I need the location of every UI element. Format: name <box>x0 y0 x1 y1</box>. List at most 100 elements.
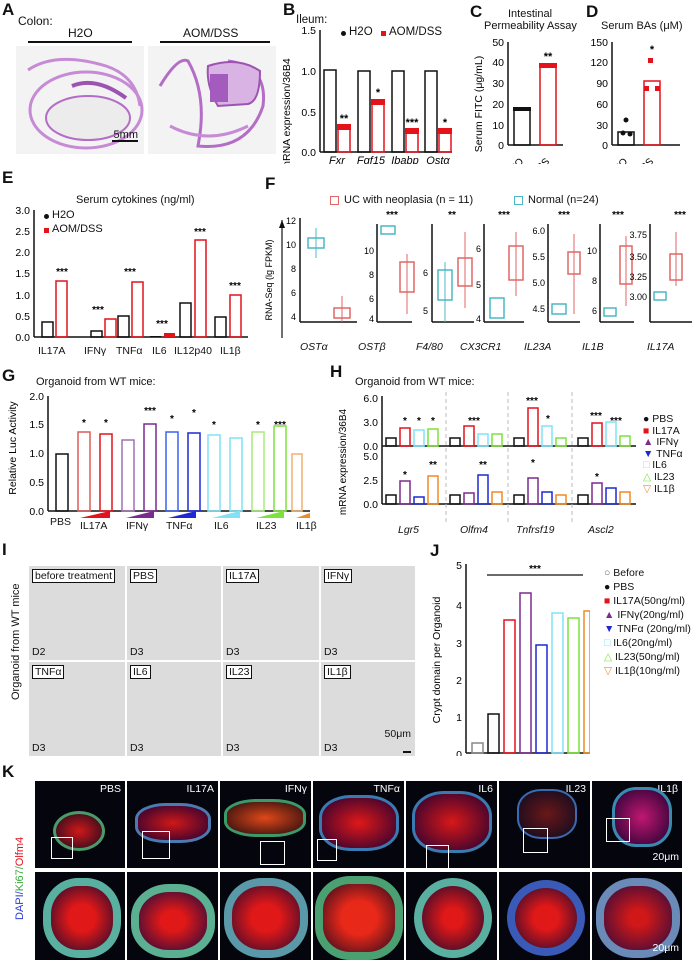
svg-text:Ostα: Ostα <box>426 155 450 164</box>
panel-d-title: Serum BAs (μM) <box>601 20 683 32</box>
fluorescence-top-il6: IL6 <box>405 780 498 869</box>
svg-text:***: *** <box>526 396 538 407</box>
svg-text:8: 8 <box>592 276 597 286</box>
legend-item-ifng: ▲ IFNγ <box>643 436 679 449</box>
x-label: IFNγ <box>126 520 149 532</box>
panel-h-legend: ● PBS ■ IL17A ▲ IFNγ ▼ TNFα □ IL6 △ IL23… <box>643 413 683 495</box>
svg-text:2.0: 2.0 <box>29 391 44 403</box>
svg-text:4: 4 <box>476 314 481 324</box>
svg-text:150: 150 <box>590 37 608 49</box>
x-label: IL17A <box>80 520 108 532</box>
chart-e-serum-cytokines: 3.0 2.5 2.0 1.5 1.0 0.5 0.0 *** *** *** *** *** *** <box>15 205 248 344</box>
svg-text:5.0: 5.0 <box>532 278 545 288</box>
legend-item-il23: △ IL23 <box>643 470 675 483</box>
svg-text:0.0: 0.0 <box>301 147 316 159</box>
legend-marker-h2o <box>341 31 346 36</box>
panel-j-legend: ○ Before ● PBS ■ IL17A(50ng/ml) ▲ IFNγ(2… <box>604 566 691 678</box>
x-label: IL17A <box>38 345 66 357</box>
fluorescence-bottom-il1b: 20μm <box>591 871 683 961</box>
legend-item-il17a: ■ IL17A <box>643 424 680 437</box>
svg-text:**: ** <box>448 210 456 221</box>
svg-text:***: *** <box>144 406 156 417</box>
svg-text:*: * <box>104 418 108 429</box>
svg-text:10: 10 <box>286 240 296 250</box>
svg-text:*: * <box>192 408 196 419</box>
fluorescence-bottom-ifng <box>219 871 312 961</box>
svg-text:RNA-Seq (lg FPKM): RNA-Seq (lg FPKM) <box>264 239 274 320</box>
svg-text:*: * <box>212 420 216 431</box>
svg-text:***: *** <box>124 267 136 278</box>
svg-text:6.0: 6.0 <box>532 226 545 236</box>
panel-a-title: Colon: <box>18 14 53 28</box>
svg-text:***: *** <box>590 411 602 422</box>
panel-label-h: H <box>330 362 343 381</box>
panel-f-legend-normal: Normal (n=24) <box>528 194 599 206</box>
svg-text:5: 5 <box>456 560 462 572</box>
svg-text:***: *** <box>274 420 286 431</box>
svg-text:*: * <box>170 414 174 425</box>
zoom-box <box>51 837 73 859</box>
svg-text:6: 6 <box>291 288 296 298</box>
fluorescence-top-il23: IL23 <box>498 780 591 869</box>
legend-item-pbs: ● PBS <box>643 413 674 425</box>
svg-text:3.0: 3.0 <box>363 417 378 429</box>
fluorescence-bottom-tnfa <box>312 871 405 961</box>
svg-text:***: *** <box>194 227 206 238</box>
scale-bar-label: 5mm <box>113 129 138 141</box>
fluorescence-top-il1b: IL1β 20μm <box>591 780 683 869</box>
svg-text:40: 40 <box>492 57 504 69</box>
svg-text:***: *** <box>529 564 541 575</box>
scale-bar-label-bottom: 20μm <box>652 942 679 954</box>
svg-text:***: *** <box>468 416 480 427</box>
svg-text:6: 6 <box>423 268 428 278</box>
svg-text:***: *** <box>498 210 510 221</box>
svg-text:10: 10 <box>364 246 374 256</box>
panel-i-ylabel: Organoid from WT mice <box>10 583 22 700</box>
svg-text:Relative Luc Activity: Relative Luc Activity <box>7 401 19 495</box>
svg-text:*: * <box>376 87 381 99</box>
svg-text:*: * <box>546 414 550 425</box>
svg-text:6.0: 6.0 <box>363 393 378 405</box>
svg-text:0.5: 0.5 <box>15 311 30 323</box>
svg-text:***: *** <box>386 210 398 221</box>
panel-label-k: K <box>2 762 15 781</box>
legend-item-tnfa: ▼ TNFα <box>643 447 683 460</box>
legend-item-pbs: ● PBS <box>604 581 635 593</box>
panel-k-ylabel: DAPI/Ki67/Olfm4 <box>14 836 26 920</box>
panel-h-title: Organoid from WT mice: <box>355 376 475 388</box>
svg-text:***: *** <box>92 305 104 316</box>
svg-text:mRNA expression/36B4: mRNA expression/36B4 <box>338 408 349 515</box>
svg-text:0.0: 0.0 <box>363 499 378 511</box>
svg-text:0: 0 <box>602 140 608 152</box>
x-label: CX3CR1 <box>460 341 502 353</box>
fluorescence-bottom-il6 <box>405 871 498 961</box>
legend-item-ifng: ▲ IFNγ(20ng/ml) <box>604 609 684 621</box>
micrograph-before-treatment: before treatment D2 <box>28 565 126 661</box>
svg-text:**: ** <box>479 460 487 471</box>
svg-text:3.0: 3.0 <box>15 205 30 217</box>
fluorescence-bottom-pbs <box>34 871 126 961</box>
svg-text:0.0: 0.0 <box>29 506 44 518</box>
panel-c-title-2: Permeability Assay <box>484 20 577 32</box>
chart-j-crypt-domains: Crypt domain per Organoid 5 4 3 2 1 0 *** <box>431 560 590 756</box>
legend-item-il6: □ IL6(20ng/ml) <box>604 637 673 649</box>
svg-text:1: 1 <box>456 712 462 724</box>
x-label: TNFα <box>116 345 143 357</box>
zoom-box <box>606 818 630 842</box>
fluorescence-bottom-il17a <box>126 871 219 961</box>
svg-text:10: 10 <box>587 246 597 256</box>
legend-item-il23: △ IL23(50ng/ml) <box>604 651 680 663</box>
x-label: Lgr5 <box>398 524 420 536</box>
zoom-box <box>523 828 548 853</box>
svg-text:0: 0 <box>498 140 504 152</box>
svg-text:2.5: 2.5 <box>363 475 378 487</box>
x-label: IL6 <box>214 520 229 532</box>
svg-text:*: * <box>403 416 407 427</box>
svg-text:*: * <box>650 44 655 56</box>
svg-text:2.5: 2.5 <box>15 226 30 238</box>
chart-g-luc-activity: Relative Luc Activity 2.01.51.00.50.0 * *… <box>7 391 310 518</box>
svg-text:6: 6 <box>592 306 597 316</box>
x-label: IL1β <box>296 520 317 532</box>
